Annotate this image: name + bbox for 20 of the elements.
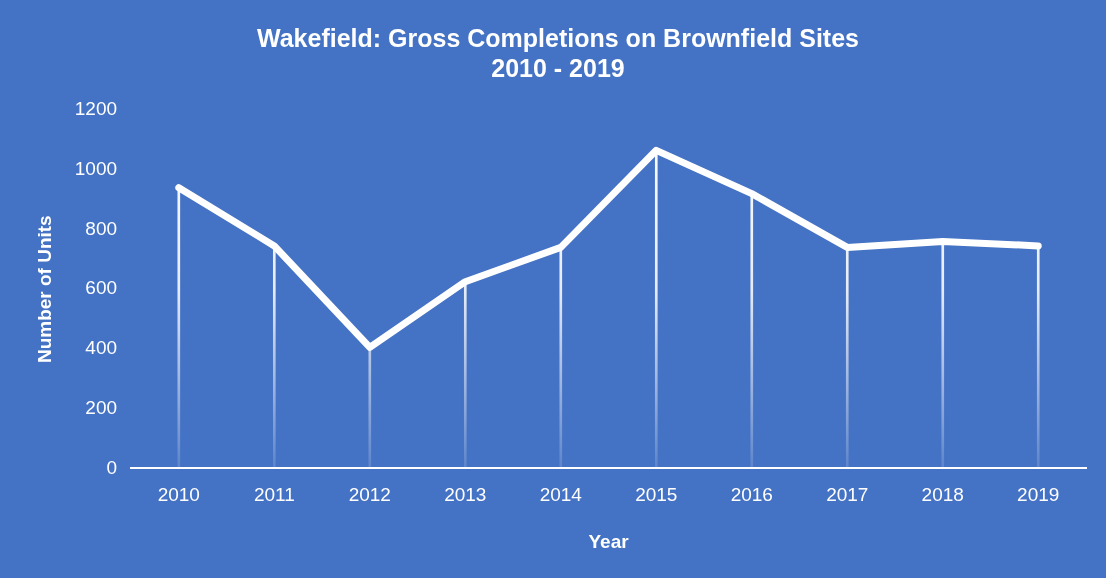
y-axis-title: Number of Units (33, 215, 55, 364)
x-tick-label: 2019 (1017, 484, 1060, 506)
y-tick-label: 1200 (74, 98, 118, 120)
y-tick-label: 800 (85, 217, 118, 239)
x-tick-label: 2011 (253, 484, 295, 506)
x-tick-label: 2017 (826, 484, 869, 506)
chart-title: Wakefield: Gross Completions on Brownfield Sites 2010 - 2019 (257, 23, 859, 82)
y-tick-label: 0 (106, 456, 118, 478)
y-tick-label: 400 (85, 337, 118, 359)
x-tick-label: 2010 (157, 484, 200, 506)
x-tick-label: 2018 (921, 484, 964, 506)
x-tick-label: 2015 (635, 484, 678, 506)
x-tick-label: 2014 (539, 484, 583, 506)
x-tick-label: 2012 (348, 484, 391, 506)
y-tick-label: 1000 (74, 157, 118, 179)
x-tick-label: 2013 (444, 484, 487, 506)
y-tick-label: 600 (85, 277, 118, 299)
y-tick-label: 200 (85, 396, 118, 418)
x-axis-title: Year (588, 530, 630, 552)
x-tick-label: 2016 (730, 484, 773, 506)
